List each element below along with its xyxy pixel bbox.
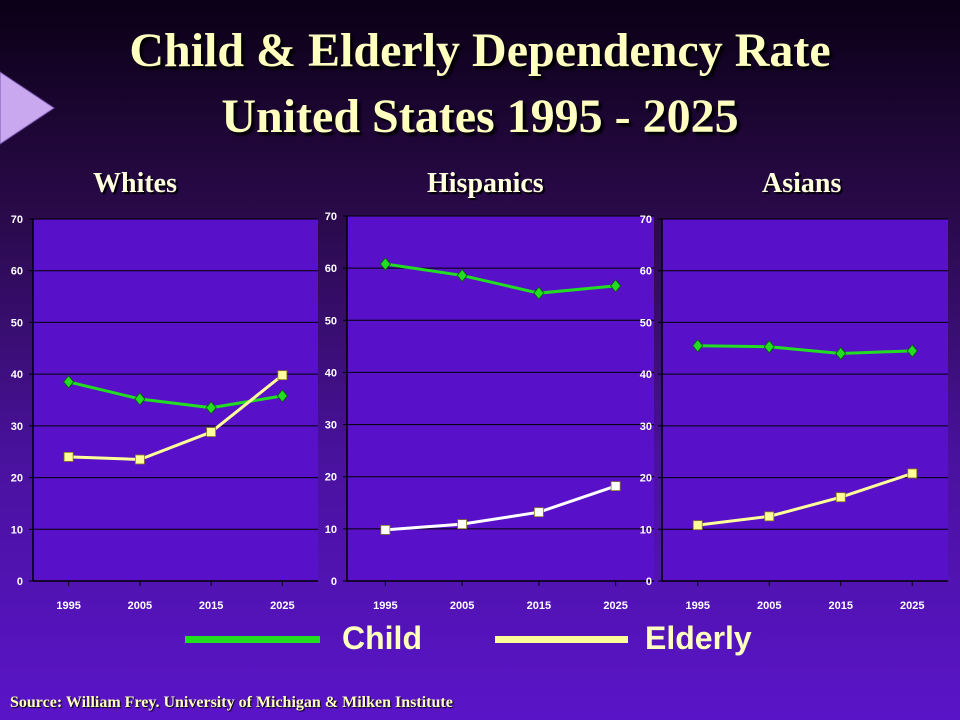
panel-title-asians: Asians (762, 168, 842, 199)
play-arrow-icon (0, 71, 55, 145)
y-tick-label: 40 (11, 369, 23, 381)
y-tick-label: 40 (325, 367, 337, 379)
x-tick-label: 2025 (900, 600, 924, 612)
y-tick-label: 60 (11, 266, 23, 278)
data-point-elderly (533, 507, 544, 518)
y-tick-label: 70 (325, 211, 337, 223)
series-line-elderly (385, 484, 617, 532)
y-tick-label: 20 (325, 472, 337, 484)
y-tick-label: 0 (17, 576, 23, 588)
series-line-child (697, 344, 913, 355)
data-point-elderly (134, 454, 145, 465)
plot-area (662, 219, 948, 581)
data-point-elderly (835, 492, 846, 503)
data-point-child (763, 340, 775, 354)
data-point-elderly (206, 427, 217, 437)
y-tick-label: 50 (640, 317, 652, 329)
x-tick-label: 2005 (757, 600, 781, 612)
x-tick-label: 2025 (603, 600, 627, 612)
data-point-elderly (907, 468, 918, 479)
data-point-child (63, 375, 75, 389)
legend-child-label: Child (342, 620, 422, 656)
y-tick-label: 40 (640, 369, 652, 381)
data-point-elderly (277, 370, 288, 381)
data-point-elderly (610, 481, 621, 492)
panel-title-whites: Whites (93, 168, 177, 199)
page-subtitle: United States 1995 - 2025 (221, 90, 739, 143)
data-point-child (906, 344, 918, 358)
series-line-child (385, 262, 616, 295)
data-point-elderly (457, 519, 468, 530)
y-tick-label: 30 (11, 421, 23, 433)
series-line-elderly (697, 472, 913, 527)
page-title: Child & Elderly Dependency Rate (129, 24, 831, 77)
source-note: Source: William Frey. University of Mich… (10, 694, 453, 711)
y-tick-label: 0 (646, 576, 652, 588)
y-tick-label: 70 (11, 214, 23, 226)
data-point-child (276, 389, 288, 403)
y-tick-label: 30 (325, 420, 337, 432)
x-tick-label: 2015 (829, 600, 853, 612)
y-tick-label: 10 (640, 524, 652, 536)
y-tick-label: 70 (640, 214, 652, 226)
y-tick-label: 0 (331, 576, 337, 588)
y-tick-label: 20 (640, 473, 652, 485)
plot-area (33, 219, 318, 581)
legend-child-line (185, 636, 320, 643)
y-tick-label: 10 (11, 524, 23, 536)
data-point-child (835, 346, 847, 361)
data-point-child (134, 392, 146, 406)
y-tick-label: 10 (325, 524, 337, 536)
x-tick-label: 2005 (450, 600, 474, 612)
y-tick-label: 60 (325, 263, 337, 275)
data-point-child (610, 279, 622, 293)
x-tick-label: 1995 (373, 600, 397, 612)
y-tick-label: 60 (640, 266, 652, 278)
x-tick-label: 1995 (686, 600, 710, 612)
legend-elderly-label: Elderly (645, 620, 752, 656)
x-tick-label: 1995 (56, 600, 80, 612)
y-tick-label: 50 (11, 317, 23, 329)
data-point-child (379, 257, 391, 271)
legend-elderly-line (495, 636, 628, 643)
y-tick-label: 30 (640, 421, 652, 433)
data-point-elderly (692, 520, 703, 531)
series-line-elderly (68, 374, 284, 461)
data-point-child (205, 401, 217, 415)
data-point-child (533, 286, 545, 300)
data-point-child (456, 268, 468, 283)
panel-title-hispanics: Hispanics (427, 168, 544, 199)
x-tick-label: 2015 (199, 600, 223, 612)
x-tick-label: 2005 (128, 600, 152, 612)
x-tick-label: 2025 (270, 600, 294, 612)
y-tick-label: 20 (11, 473, 23, 485)
y-tick-label: 50 (325, 315, 337, 327)
data-point-child (692, 339, 704, 353)
data-point-elderly (63, 451, 74, 462)
plot-area (347, 216, 654, 581)
data-point-elderly (380, 525, 391, 535)
data-point-elderly (764, 511, 775, 522)
x-tick-label: 2015 (527, 600, 551, 612)
